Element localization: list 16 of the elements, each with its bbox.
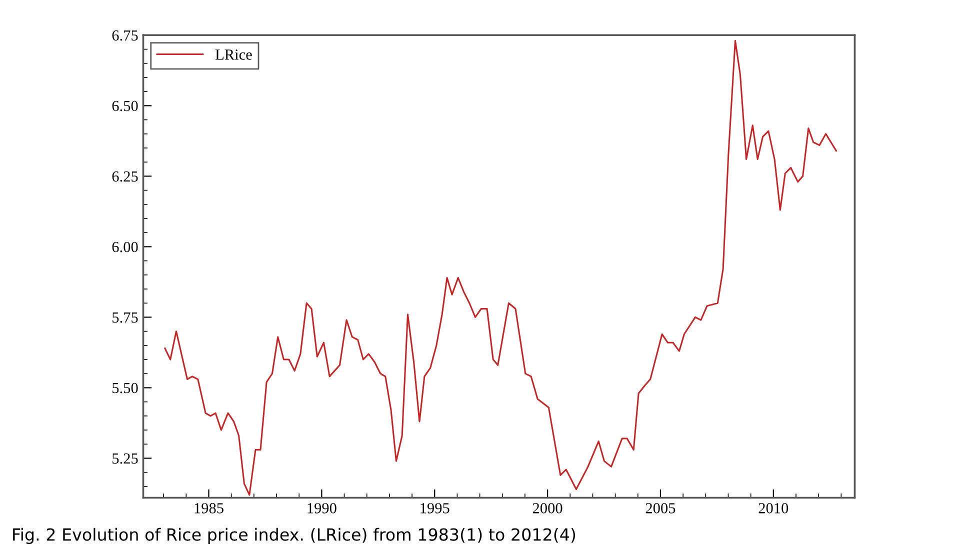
x-tick-label: 2000 (532, 503, 562, 514)
line-series (164, 40, 837, 496)
x-tick-label: 1985 (194, 503, 224, 514)
y-tick-label: 5.25 (112, 453, 138, 464)
y-tick-label: 6.25 (112, 171, 138, 182)
legend-label: LRice (215, 49, 252, 60)
y-tick-label: 5.50 (112, 382, 138, 394)
y-tick-label: 5.75 (112, 312, 138, 323)
caption: Fig. 2 Evolution of Rice price index. (LRice) from 1983(1) to 2012(4) (13, 528, 576, 544)
y-tick-label: 6.00 (112, 242, 138, 252)
x-tick-label: 2005 (646, 503, 676, 514)
x-tick-label: 2010 (758, 503, 788, 514)
x-tick-label: 1995 (420, 503, 450, 514)
y-tick-label: 6.50 (112, 100, 138, 112)
y-tick-label: 6.75 (112, 30, 138, 41)
x-tick-label: 1990 (308, 503, 336, 514)
